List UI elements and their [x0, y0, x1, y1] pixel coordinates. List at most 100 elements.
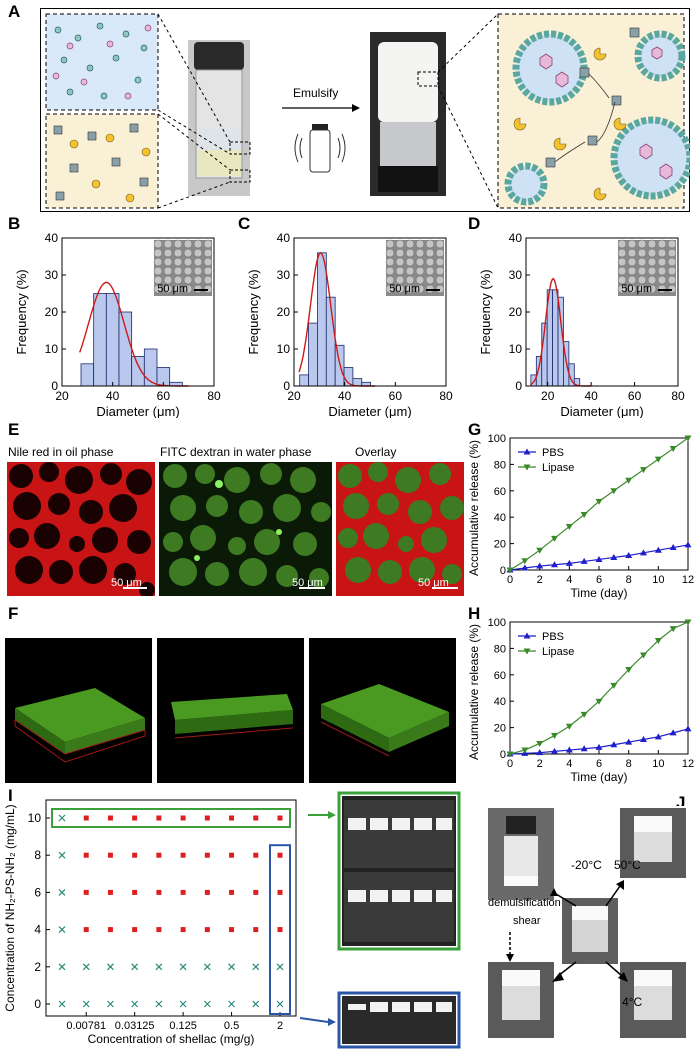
point-H-lipase-11	[669, 626, 677, 633]
ytick-label-C-0: 0	[283, 379, 290, 393]
ytick-label-I-2: 2	[34, 960, 41, 974]
point-G-pbs-1	[521, 564, 529, 571]
mark-I-10-5	[180, 815, 186, 821]
axes-frame-H	[509, 621, 689, 755]
mark-I-8-1	[83, 852, 89, 858]
point-H-pbs-8	[625, 738, 633, 745]
point-H-lipase-2	[536, 740, 544, 747]
mark-I-2-4	[155, 963, 163, 971]
panel-j-photos	[486, 806, 688, 1040]
point-H-pbs-2	[536, 749, 544, 756]
mark-I-0-5	[179, 1000, 187, 1008]
point-G-lipase-5	[580, 512, 588, 519]
mark-I-8-3	[132, 852, 138, 858]
ytick-label-D-10: 10	[509, 342, 523, 356]
point-H-lipase-12	[684, 619, 692, 626]
xlabel-I: Concentration of shellac (mg/g)	[88, 1032, 255, 1046]
mark-I-6-9	[277, 889, 283, 895]
xtick-label-I-3: 0.5	[224, 1020, 239, 1032]
scale-bar-e1: 50 μm	[111, 577, 142, 589]
xtick-label-C-20: 20	[287, 389, 301, 403]
scale-bar-e3: 50 μm	[418, 577, 449, 589]
emulsion-droplets	[504, 30, 690, 206]
phase-diagram-i: 0 2 4 6 8 10 0.00781 0.03125 0.125 0.5 2 Concentrat…	[3, 799, 297, 1046]
point-G-pbs-6	[595, 555, 603, 562]
oil-phase-particles	[54, 22, 148, 100]
mark-I-0-6	[203, 1000, 211, 1008]
xtick-label-G-10: 10	[652, 574, 664, 586]
j-label-shear: shear	[513, 915, 541, 927]
point-H-pbs-6	[595, 743, 603, 750]
xtick-label-I-1: 0.03125	[115, 1020, 155, 1032]
point-G-lipase-4	[565, 523, 573, 530]
panel-e-title-2: FITC dextran in water phase	[160, 445, 312, 459]
scale-bar-D: 50 μm	[621, 283, 652, 295]
point-G-lipase-10	[654, 456, 662, 463]
mark-I-6-3	[132, 889, 138, 895]
scale-bar-B: 50 μm	[157, 283, 188, 295]
j-label-demulsification: demulsification	[488, 897, 561, 909]
mark-I-0-3	[131, 1000, 139, 1008]
panel-a-schematic	[40, 8, 690, 212]
ytick-label-G-20: 20	[494, 539, 506, 551]
bar-B-5	[143, 348, 158, 387]
mark-I-10-8	[253, 815, 259, 821]
point-H-lipase-8	[625, 667, 633, 674]
highlight-row-10	[51, 808, 291, 828]
panel-label-b: B	[8, 214, 21, 233]
mark-I-4-0	[58, 926, 66, 934]
mark-I-4-9	[277, 927, 283, 933]
mark-I-10-1	[83, 815, 89, 821]
mark-I-0-9	[276, 1000, 284, 1008]
mark-I-6-8	[253, 889, 259, 895]
mark-I-8-6	[204, 852, 210, 858]
point-H-lipase-6	[595, 698, 603, 705]
sem-inset-C	[385, 239, 445, 296]
bar-C-1	[308, 322, 318, 387]
legend-label-G-pbs: PBS	[542, 447, 564, 459]
ytick-label-H-0: 0	[500, 749, 506, 761]
ytick-label-B-30: 30	[45, 268, 59, 282]
point-G-lipase-8	[625, 477, 633, 484]
ytick-label-I-4: 4	[34, 923, 41, 937]
bar-B-0	[80, 363, 95, 387]
ytick-label-G-0: 0	[500, 565, 506, 577]
mark-I-2-0	[58, 963, 66, 971]
mark-I-10-7	[229, 815, 235, 821]
xtick-label-H-4: 4	[566, 758, 572, 770]
bar-B-3	[118, 311, 133, 387]
xtick-label-I-2: 0.125	[169, 1020, 197, 1032]
point-G-pbs-5	[580, 557, 588, 564]
point-H-pbs-12	[684, 725, 692, 732]
mark-I-6-7	[229, 889, 235, 895]
mark-I-2-5	[179, 963, 187, 971]
point-G-lipase-1	[521, 558, 529, 565]
legend-label-H-pbs: PBS	[542, 631, 564, 643]
xlabel-C: Diameter (μm)	[328, 404, 411, 418]
ytick-label-B-10: 10	[45, 342, 59, 356]
point-H-pbs-4	[565, 746, 573, 753]
mark-I-0-7	[228, 1000, 235, 1008]
xtick-label-D-60: 60	[628, 389, 642, 403]
point-G-pbs-7	[610, 553, 618, 560]
ylabel-H: Accumulative release (%)	[467, 624, 481, 760]
confocal-overlay	[336, 462, 464, 596]
mark-I-8-0	[58, 851, 66, 859]
scale-bar-C: 50 μm	[389, 283, 420, 295]
legend-marker-H-pbs	[523, 632, 531, 639]
mark-I-8-8	[253, 852, 259, 858]
xtick-label-G-0: 0	[507, 574, 513, 586]
bar-D-1	[535, 355, 543, 387]
mark-I-2-8	[252, 963, 260, 971]
xtick-label-G-2: 2	[537, 574, 543, 586]
bar-B-4	[131, 355, 145, 387]
ytick-label-G-100: 100	[488, 433, 506, 445]
mark-I-4-8	[253, 927, 259, 933]
highlight-col-2	[269, 844, 291, 1016]
point-H-lipase-5	[580, 711, 588, 718]
panel-label-g: G	[468, 420, 482, 439]
j-label-4: 4°C	[622, 995, 643, 1009]
